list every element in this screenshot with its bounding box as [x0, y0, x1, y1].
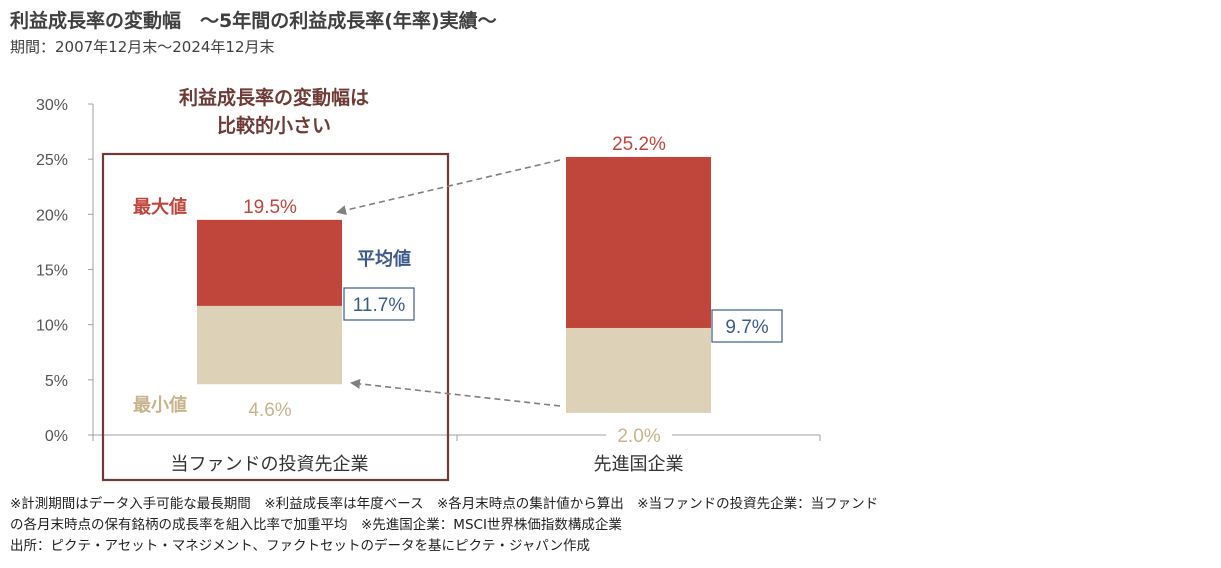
- bars: [197, 156, 711, 413]
- min-comparison-arrow: [350, 378, 561, 407]
- y-axis: 0% 5% 10% 15% 20% 25% 30%: [36, 97, 94, 445]
- y-tick-label: 0%: [45, 428, 68, 445]
- chart-title: 利益成長率の変動幅 ～5年間の利益成長率(年率)実績～: [10, 10, 497, 32]
- bar-lower-range: [566, 327, 711, 413]
- max-series-label: 最大値: [133, 196, 187, 218]
- avg-value-box: [343, 287, 415, 321]
- y-tick-label: 25%: [36, 152, 68, 169]
- min-value-label: 4.6%: [248, 400, 291, 421]
- min-value-label: 2.0%: [617, 426, 660, 447]
- chart-canvas: 0% 5% 10% 15% 20% 25% 30% 当ファンドの投資先企業 先進国企業 19.…: [36, 86, 821, 482]
- bar-lower-range: [197, 305, 342, 385]
- max-comparison-arrow: [336, 159, 561, 216]
- y-tick-label: 5%: [45, 373, 68, 390]
- y-tick-label: 20%: [36, 207, 68, 224]
- highlight-text-line-1: 利益成長率の変動幅は: [179, 86, 369, 109]
- x-category-label: 先進国企業: [594, 454, 684, 475]
- footnote-line-1: ※計測期間はデータ入手可能な最長期間 ※利益成長率は年度ベース ※各月末時点の集…: [10, 496, 879, 512]
- footnote-line-3: 出所：ピクテ・アセット・マネジメント、ファクトセットのデータを基にピクテ・ジャパ…: [10, 538, 590, 554]
- bar-upper-range: [197, 219, 342, 306]
- y-tick-label: 10%: [36, 318, 68, 335]
- y-tick-label: 15%: [36, 263, 68, 280]
- avg-value-box: [711, 309, 783, 343]
- min-label-background: [606, 423, 672, 447]
- avg-value-label: 11.7%: [353, 295, 406, 316]
- avg-series-label: 平均値: [357, 248, 411, 270]
- footnote-line-2: の各月末時点の保有銘柄の成長率を組入比率で加重平均 ※先進国企業：MSCI世界株…: [10, 517, 622, 533]
- highlight-text-line-2: 比較的小さい: [217, 114, 331, 137]
- x-axis: 当ファンドの投資先企業 先進国企業: [92, 434, 821, 475]
- footnotes: ※計測期間はデータ入手可能な最長期間 ※利益成長率は年度ベース ※各月末時点の集…: [10, 494, 1210, 557]
- x-category-label: 当ファンドの投資先企業: [171, 454, 369, 475]
- max-value-label: 25.2%: [612, 134, 666, 155]
- y-tick-label: 30%: [36, 97, 68, 114]
- chart-period: 期間：2007年12月末～2024年12月末: [10, 38, 275, 56]
- avg-value-label: 9.7%: [725, 317, 768, 338]
- highlight-box: [101, 152, 450, 482]
- data-labels: 19.5% 25.2% 4.6% 2.0% 11.7% 9.7%: [243, 134, 783, 447]
- bar-upper-range: [566, 156, 711, 328]
- max-value-label: 19.5%: [243, 197, 297, 218]
- min-series-label: 最小値: [133, 394, 187, 416]
